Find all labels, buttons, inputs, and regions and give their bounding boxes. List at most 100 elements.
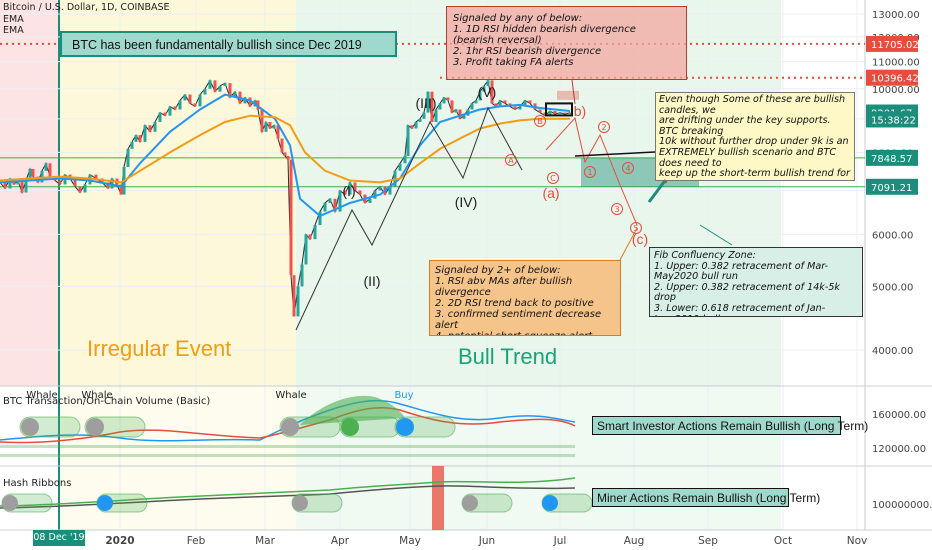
candle [368, 198, 372, 203]
volume-y-tick: 120000.00 [872, 444, 926, 455]
candle [183, 94, 187, 101]
bullish-signal-box: Signaled by 2+ of below: 1. RSI abv MAs … [429, 260, 621, 336]
candle [134, 135, 138, 142]
candle [213, 80, 217, 92]
volume-marker-label: Buy [394, 390, 413, 401]
candle [158, 112, 162, 123]
ema-fast [0, 93, 571, 218]
chart-header: Bitcoin / U.S. Dollar, 1D, COINBASE EMA … [3, 2, 170, 37]
candle [243, 97, 247, 104]
candle [318, 211, 322, 226]
circle-label: C [550, 174, 556, 183]
drift-note-box: Even though Some of these are bullish ca… [655, 92, 855, 181]
candle [446, 97, 450, 101]
circle-label: A [508, 156, 514, 165]
candle [338, 190, 342, 212]
candle [490, 80, 494, 104]
candle [248, 97, 252, 107]
candle [218, 85, 222, 92]
candle [418, 118, 422, 123]
y-tick: 6000.00 [872, 230, 913, 241]
price-tag-bg [866, 178, 918, 195]
candle [328, 198, 332, 203]
x-tick: Jul [553, 535, 567, 547]
candle [568, 112, 572, 115]
candle [110, 178, 114, 189]
candle [434, 109, 438, 123]
circle-marker [611, 203, 623, 215]
date-cursor-tag: 08 Dec '19 [33, 530, 85, 546]
fib-pointer [699, 224, 733, 246]
candle [83, 184, 87, 193]
indicator-panes: Whale Whale Whale Buy [0, 390, 593, 530]
candle [313, 225, 317, 240]
circle-marker [547, 172, 559, 184]
candle [130, 141, 134, 149]
candle [40, 170, 44, 183]
candle [308, 234, 312, 240]
ema-slow [0, 114, 570, 184]
candle [442, 97, 446, 104]
circle-label: 2 [601, 123, 606, 132]
circle-marker [630, 222, 642, 234]
smart-investor-box: Smart Investor Actions Remain Bullish (L… [592, 416, 868, 435]
candle [513, 106, 517, 110]
candle [178, 100, 182, 110]
candle [153, 122, 157, 132]
circle-label: 3 [614, 205, 619, 214]
fundamental-banner: BTC has been fundamentally bullish since… [60, 31, 397, 57]
candle [106, 182, 110, 189]
price-tag-bg [866, 149, 918, 166]
y-tick: 10000.00 [872, 85, 920, 96]
candle [188, 94, 192, 104]
candle [486, 80, 490, 86]
price-tag-bg [866, 35, 918, 52]
price-tag: 15:38:22 [871, 115, 916, 126]
candle [126, 148, 130, 168]
zone-irregular [59, 0, 296, 386]
candle [173, 106, 177, 110]
candle [168, 106, 172, 116]
candle [292, 275, 296, 317]
candle [528, 100, 532, 104]
candle [119, 184, 123, 195]
candle [73, 178, 77, 187]
wave-label: (V) [478, 84, 497, 100]
volume-marker [86, 418, 104, 436]
circle-marker [505, 154, 517, 166]
wave-label: (a) [542, 185, 559, 201]
x-tick: 2020 [105, 535, 134, 547]
circle-label: 1 [587, 168, 592, 177]
x-tick: Aug [624, 535, 645, 547]
volume-band-2 [0, 454, 575, 457]
candle [398, 163, 402, 171]
candle [94, 174, 98, 179]
volume-marker-label: Whale [26, 390, 57, 401]
circle-marker [622, 162, 634, 174]
y-tick: 5000.00 [872, 282, 913, 293]
candle [553, 111, 557, 115]
candle [462, 115, 466, 119]
header-ema-2: EMA [3, 25, 24, 36]
candle [58, 180, 62, 185]
candle [494, 103, 498, 107]
volume-pane-title: BTC Transaction/On-Chain Volume (Basic) [3, 396, 211, 407]
candle [24, 180, 28, 193]
candle [478, 91, 482, 101]
hash-marker [462, 495, 478, 511]
volume-marker-label: Whale [81, 390, 112, 401]
candle [286, 155, 290, 160]
y-tick: 13000.00 [872, 10, 920, 21]
volume-marker [341, 418, 359, 436]
candle [358, 190, 362, 195]
candle [48, 163, 52, 177]
candle [256, 100, 260, 110]
candle [422, 112, 426, 119]
irregular-event-label: Irregular Event [87, 336, 232, 361]
candle [268, 122, 272, 129]
candle [78, 186, 82, 193]
circle-label: 4 [625, 164, 630, 173]
wave-label: (I) [342, 183, 355, 199]
zone-irregular-lower [59, 386, 296, 530]
